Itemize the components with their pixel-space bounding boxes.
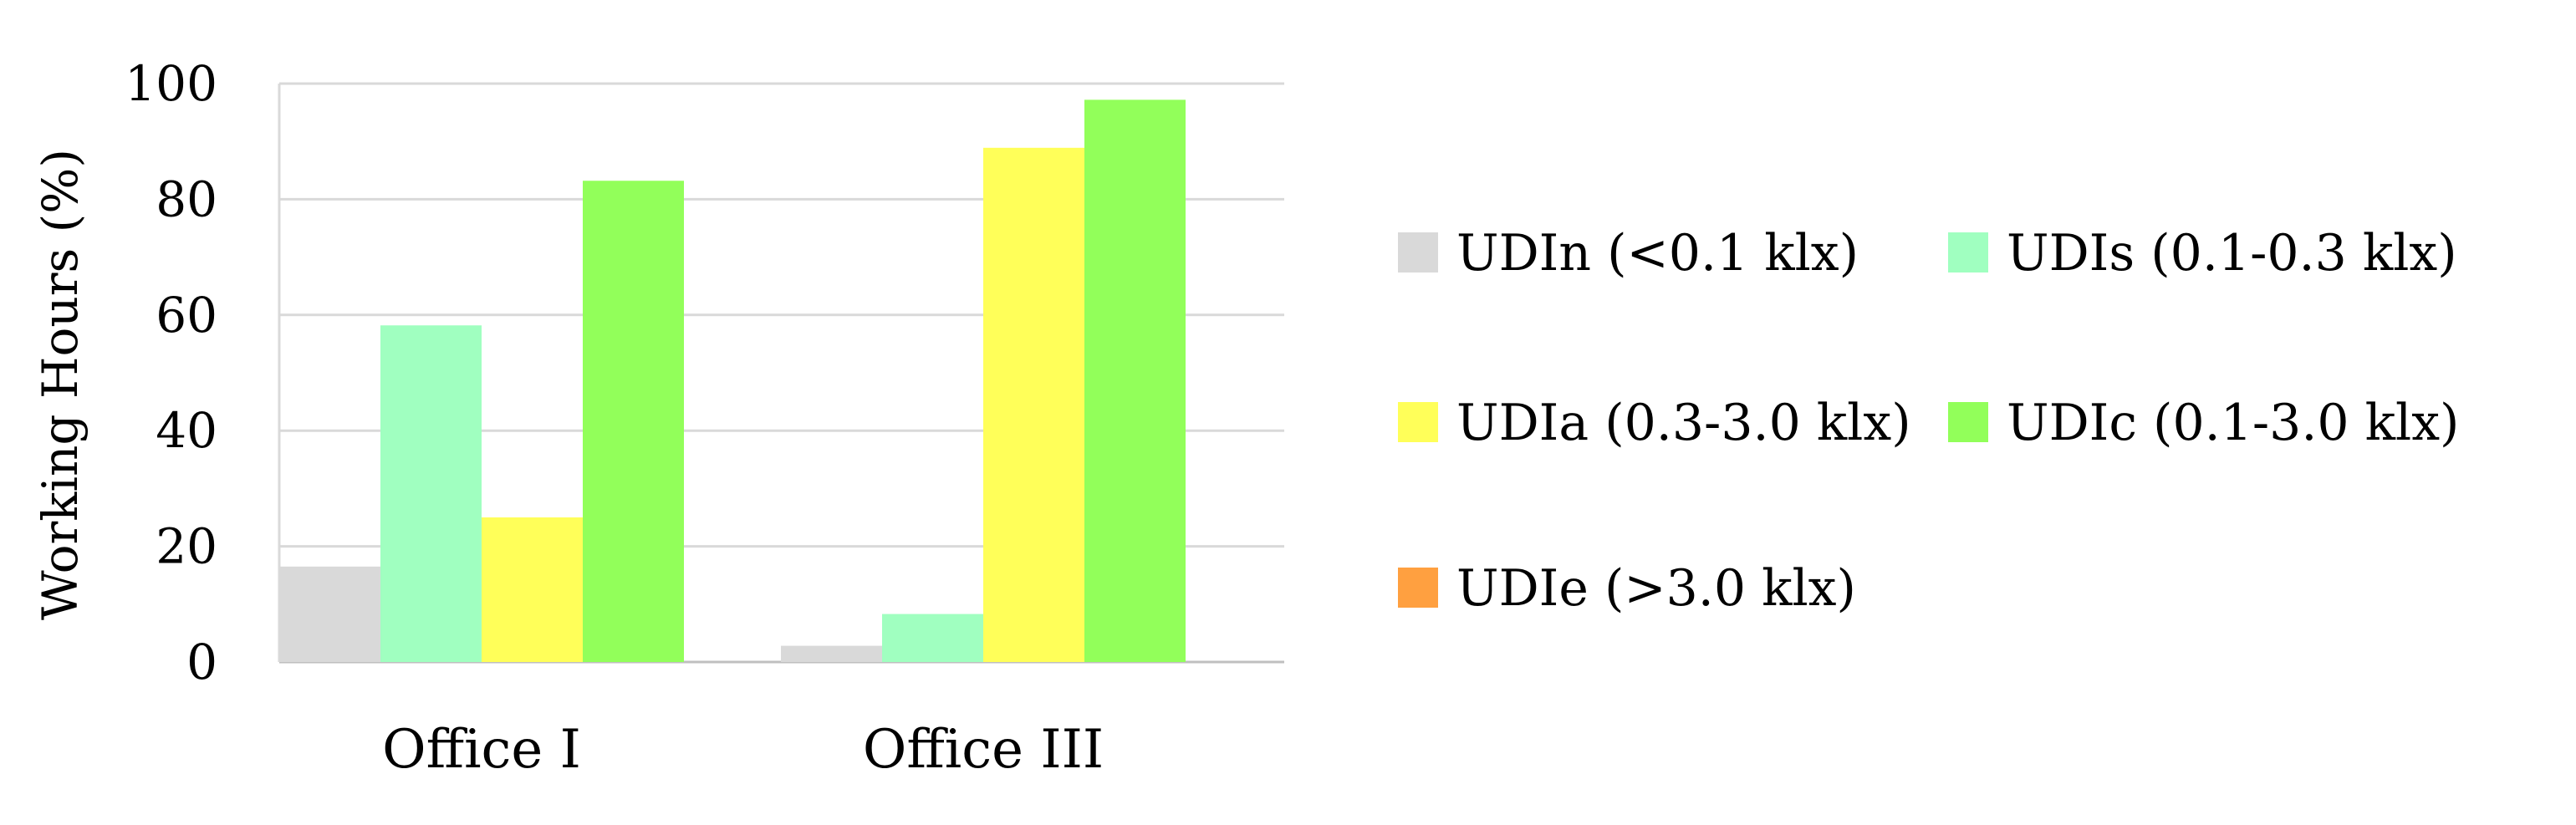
y-tick-label: 40 [156,402,217,459]
y-axis-ticks: 0 20 40 60 80 100 [125,55,217,690]
y-tick-label: 0 [186,634,217,690]
legend-label: UDIa (0.3-3.0 klx) [1456,394,1911,452]
legend: UDIn (<0.1 klx) UDIs (0.1-0.3 klx) UDIa (0… [1398,224,2459,618]
bar-0-0 [279,566,380,662]
legend-swatch [1398,568,1438,608]
legend-label: UDIn (<0.1 klx) [1456,224,1859,283]
legend-swatch [1398,232,1438,272]
bar-1-1 [882,614,983,662]
bars [279,99,1186,663]
bar-1-2 [983,147,1084,662]
y-tick-label: 20 [156,518,217,575]
legend-label: UDIs (0.1-0.3 klx) [2007,224,2457,283]
legend-label: UDIe (>3.0 klx) [1456,559,1856,618]
legend-label: UDIc (0.1-3.0 klx) [2007,394,2459,452]
bar-0-1 [380,325,482,662]
y-tick-label: 60 [156,287,217,344]
y-tick-label: 100 [125,55,217,112]
y-tick-label: 80 [156,171,217,227]
bar-1-3 [1084,99,1186,663]
legend-swatch [1948,402,1988,442]
x-axis-ticks: Office I Office III [382,719,1104,781]
bar-1-0 [781,645,882,662]
y-axis-label: Working Hours (%) [32,149,89,620]
legend-swatch [1398,402,1438,442]
legend-swatch [1948,232,1988,272]
bar-0-3 [583,181,684,663]
bar-0-2 [482,517,583,662]
x-tick-label: Office III [863,719,1104,781]
x-tick-label: Office I [382,719,581,781]
